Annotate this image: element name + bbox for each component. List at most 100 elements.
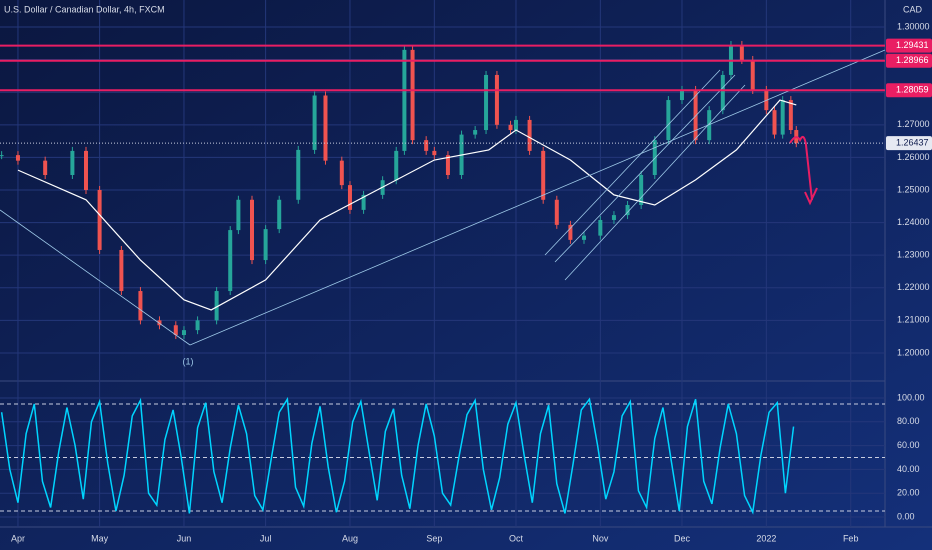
last-price-label: 1.26437 [896,138,929,148]
candle [527,119,532,151]
drawings [0,49,886,346]
y-tick-label: 1.24000 [897,217,930,227]
channel-line [544,69,721,256]
moving-average [17,99,797,311]
x-tick-label: Nov [592,533,609,543]
channel-line [554,74,736,263]
candle [582,235,587,240]
y2-tick-label: 40.00 [897,464,920,474]
candle [43,160,48,176]
trend-line [0,209,191,346]
candle [639,175,644,205]
candle [541,150,546,200]
candle [296,149,301,200]
candle [693,89,698,141]
candle [323,95,328,161]
candle [83,150,88,190]
candle [236,199,241,231]
y-tick-label: 1.25000 [897,184,930,194]
candle [707,110,712,141]
y-tick-label: 1.20000 [897,347,930,357]
x-tick-label: 2022 [756,533,776,543]
y-tick-label: 1.26000 [897,152,930,162]
candle [473,130,478,135]
x-tick-label: Oct [509,533,524,543]
candle [157,320,162,326]
candle [568,224,573,240]
y2-tick-label: 60.00 [897,440,920,450]
candle [772,110,777,135]
candle [445,155,450,176]
level-tag [886,83,932,98]
channel-line [564,84,746,281]
x-tick-label: Jul [260,533,272,543]
candle [652,140,657,176]
candle [173,325,178,336]
candle [679,89,684,101]
candle [138,291,143,321]
y-tick-label: 1.21000 [897,315,930,325]
y-tick-label: 1.30000 [897,21,930,31]
candle [484,74,489,131]
candle [432,150,437,156]
y2-tick-label: 100.00 [897,392,925,402]
x-tick-label: Apr [11,533,25,543]
candle [625,204,630,216]
x-tick-label: May [91,533,109,543]
y-tick-label: 1.27000 [897,119,930,129]
candle [181,330,186,336]
candle [780,100,785,135]
candle [513,119,518,131]
candle [739,44,744,60]
candle [494,74,499,125]
x-tick-label: Dec [674,533,691,543]
last-price-tag [886,136,932,151]
candle [70,150,75,176]
candle [277,199,282,230]
candle [788,100,793,131]
y2-tick-label: 80.00 [897,416,920,426]
candle [195,320,200,331]
candle [598,219,603,236]
forecast-arrow-head [804,187,818,206]
y2-tick-label: 20.00 [897,488,920,498]
trend-line [189,49,886,346]
candle [347,185,352,210]
level-label: 1.29431 [896,40,929,50]
candle [15,155,20,161]
level-label: 1.28966 [896,55,929,65]
x-tick-label: Feb [843,533,859,543]
x-tick-label: Jun [177,533,192,543]
candle [312,95,317,150]
candle [119,249,124,292]
candle [214,291,219,321]
candle [611,215,616,220]
oscillator-line [0,396,795,515]
candle [720,74,725,111]
level-tag [886,38,932,53]
candle [250,199,255,261]
level-tag [886,53,932,68]
candle [0,155,4,157]
candle [97,190,102,250]
candle [424,140,429,151]
candle [402,49,407,151]
currency-label: CAD [903,4,923,14]
candle [228,230,233,292]
candle [394,150,399,181]
candle [666,100,671,141]
plot [0,0,885,527]
candle [263,229,268,261]
y-tick-label: 1.23000 [897,250,930,260]
candle [508,124,513,131]
candle [554,199,559,225]
wave-label: (1) [183,356,194,366]
x-tick-label: Aug [342,533,358,543]
y2-tick-label: 0.00 [897,511,915,521]
y-tick-label: 1.22000 [897,282,930,292]
x-tick-label: Sep [426,533,442,543]
candle [750,59,755,90]
